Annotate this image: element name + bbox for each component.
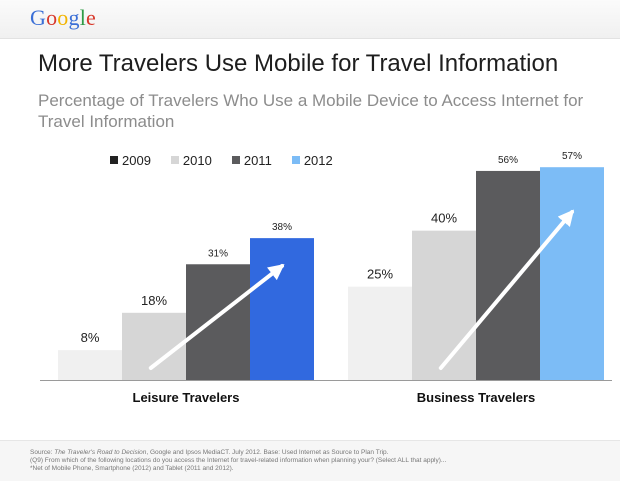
data-label: 25% [367,267,393,282]
logo-letter: g [68,5,80,30]
legend-label: 2010 [182,152,212,168]
category-label: Business Travelers [417,390,536,405]
bar-2009-leisure [58,350,122,380]
logo-letter: l [79,5,87,30]
legend-item: 2012 [291,152,333,168]
data-label: 57% [562,151,582,162]
logo-letter: o [57,5,69,30]
data-label: 31% [208,248,228,259]
source-title: The Traveler's Road to Decision [54,449,147,456]
chart-subtitle: Percentage of Travelers Who Use a Mobile… [38,91,584,131]
category-label: Leisure Travelers [133,390,240,405]
legend-swatch [170,156,179,164]
data-label: 56% [498,155,518,166]
legend-swatch [291,156,300,164]
chart-title: More Travelers Use Mobile for Travel Inf… [38,50,559,77]
bar-2012-leisure [250,238,314,380]
legend-item: 2009 [110,153,151,168]
legend-label: 2011 [243,152,272,168]
bar-2011-leisure [186,264,250,380]
bar-2011-business [476,170,540,380]
trend-arrow [148,264,285,370]
bar-2010-business [412,230,476,380]
header-bar: Google [0,0,620,39]
logo-letter: o [46,5,58,30]
footnote-note: *Net of Mobile Phone, Smartphone (2012) … [30,465,234,472]
trend-arrow [438,209,575,370]
bar-chart: 8% 18% 31% 38% Leisure Travelers 25% 40% 56% 57%… [40,151,612,405]
bar-2009-business [348,286,412,380]
footnote-source: Source: The Traveler's Road to Decision,… [30,449,389,456]
data-label: 8% [81,330,100,345]
legend-swatch [110,156,118,164]
data-label: 40% [431,211,457,226]
bar-2012-business [540,167,604,380]
logo-letter: G [30,5,47,30]
data-label: 38% [272,222,292,233]
legend-item: 2010 [170,152,212,168]
legend-swatch [231,156,240,164]
google-logo: Google [30,5,96,31]
legend-label: 2009 [122,152,151,168]
source-footnote: Source: The Traveler's Road to Decision,… [0,440,620,481]
logo-letter: e [86,5,96,30]
data-label: 18% [141,293,167,308]
legend-item: 2011 [231,152,272,168]
legend: 2009 2010 2011 2012 [110,150,353,170]
footnote-question: (Q9) From which of the following locatio… [30,457,447,464]
legend-label: 2012 [303,152,333,168]
